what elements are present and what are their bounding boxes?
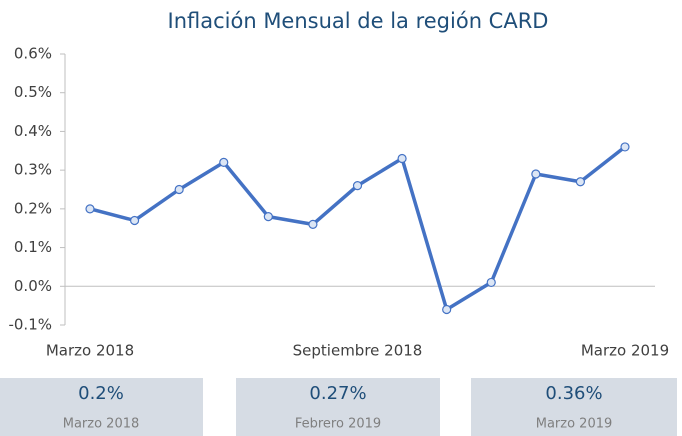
y-tick-label: 0.5% bbox=[14, 83, 52, 101]
card-label: Marzo 2018 bbox=[63, 417, 140, 432]
y-tick-label: 0.3% bbox=[14, 161, 52, 179]
point bbox=[531, 169, 541, 179]
point bbox=[308, 219, 318, 229]
card-bg bbox=[471, 378, 677, 436]
y-tick-label: 0.6% bbox=[14, 45, 52, 63]
point bbox=[397, 153, 407, 164]
point bbox=[263, 212, 273, 222]
point bbox=[85, 204, 95, 214]
y-tick-label: 0.0% bbox=[14, 277, 52, 295]
point bbox=[174, 184, 184, 195]
card: 0.27% Febrero 2019 bbox=[236, 378, 440, 436]
point bbox=[620, 142, 630, 152]
card-label: Marzo 2019 bbox=[536, 417, 613, 432]
card-value: 0.36% bbox=[545, 383, 602, 404]
point bbox=[486, 277, 496, 288]
y-tick-label: 0.4% bbox=[14, 122, 52, 140]
x-tick-label: Marzo 2019 bbox=[581, 342, 669, 360]
card-value: 0.2% bbox=[78, 383, 124, 404]
point bbox=[575, 177, 586, 187]
chart-title: Inflación Mensual de la región CARD bbox=[168, 9, 549, 33]
card: 0.36% Marzo 2019 bbox=[471, 378, 677, 436]
point bbox=[129, 215, 140, 226]
point bbox=[352, 181, 363, 191]
point bbox=[442, 304, 452, 315]
y-tick-label: 0.2% bbox=[14, 199, 52, 217]
x-tick-label: Septiembre 2018 bbox=[293, 342, 423, 360]
card-bg bbox=[236, 378, 440, 436]
card: 0.2% Marzo 2018 bbox=[0, 378, 203, 436]
x-tick-label: Marzo 2018 bbox=[46, 342, 134, 360]
point bbox=[219, 157, 229, 167]
card-label: Febrero 2019 bbox=[295, 417, 381, 432]
card-bg bbox=[0, 378, 203, 436]
card-value: 0.27% bbox=[309, 383, 366, 404]
y-tick-label: -0.1% bbox=[8, 316, 52, 334]
line bbox=[89, 145, 627, 312]
y-tick-label: 0.1% bbox=[14, 238, 52, 256]
